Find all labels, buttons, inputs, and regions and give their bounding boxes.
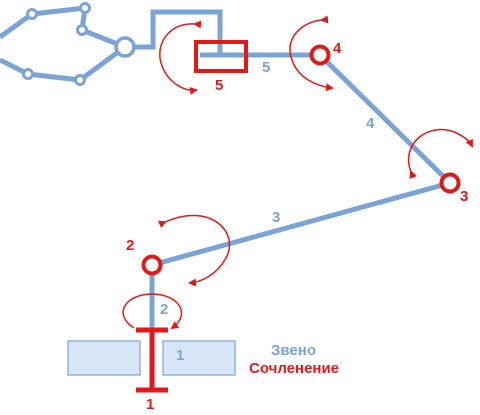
gripper-pivot-lower <box>74 74 86 86</box>
joint-label-1: 1 <box>146 396 154 413</box>
link-label-3: 3 <box>272 209 280 226</box>
link-label-2: 2 <box>160 301 168 318</box>
link-label-4: 4 <box>366 115 375 132</box>
rotation-arrow-joint-1 <box>122 293 183 330</box>
link-label-5: 5 <box>262 59 270 76</box>
rotation-arrow-joint-3 <box>408 128 473 180</box>
joint-label-4: 4 <box>333 40 342 57</box>
joint-label-3: 3 <box>460 188 468 205</box>
gripper-tip-lower <box>22 68 34 80</box>
gripper-pivot-upper <box>76 24 88 36</box>
link-label-1: 1 <box>176 347 184 364</box>
joint-label-5: 5 <box>215 77 223 94</box>
gripper-tip-upper <box>79 2 91 14</box>
legend-joint-label: Сочленение <box>249 360 339 377</box>
link-3-line <box>151 180 451 268</box>
joint-3-ring <box>439 172 461 194</box>
legend-link-label: Звено <box>271 342 316 359</box>
joint-4-ring <box>309 44 331 66</box>
joint-label-2: 2 <box>126 237 134 254</box>
gripper-finger-upper-2 <box>31 5 86 17</box>
rotation-arrow-joint-2 <box>157 214 231 287</box>
gripper-wrist <box>114 36 136 58</box>
rotation-arrow-joint-4 <box>289 15 334 92</box>
base-block-right <box>162 340 236 376</box>
link-4-line <box>318 53 452 185</box>
base-block-left <box>67 340 141 376</box>
link-5-frame <box>125 9 223 55</box>
gripper-finger-lower <box>27 71 81 83</box>
gripper-finger-upper-3 <box>0 11 34 40</box>
rotation-arrow-joint-5 <box>159 20 202 95</box>
joint-2-ring <box>141 254 163 276</box>
gripper-tip-upper-2 <box>26 8 38 20</box>
